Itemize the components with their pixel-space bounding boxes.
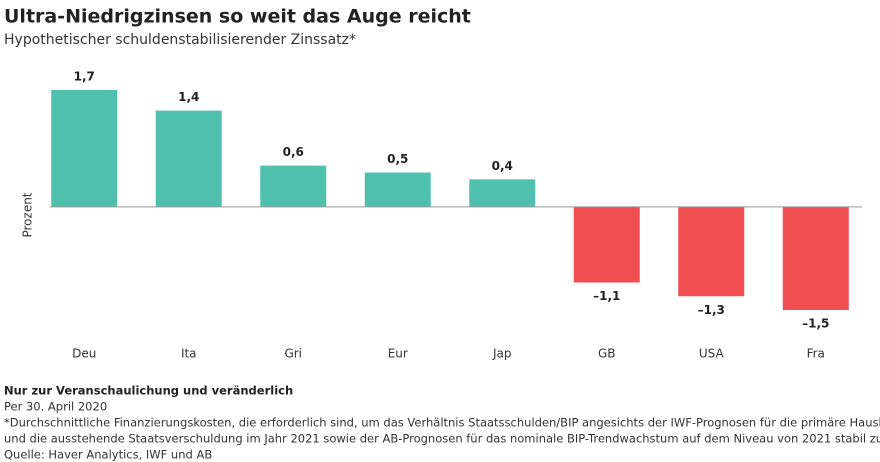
footnote: *Durchschnittliche Finanzierungskosten, …	[4, 416, 880, 430]
value-label: –1,1	[593, 289, 620, 303]
x-tick-label: Eur	[388, 347, 408, 361]
bar	[469, 179, 536, 207]
footnote: und die ausstehende Staatsverschuldung i…	[4, 432, 880, 446]
value-label: –1,3	[698, 303, 725, 317]
y-axis-label: Prozent	[21, 192, 35, 237]
value-label: –1,5	[802, 317, 829, 331]
chart-title: Ultra-Niedrigzinsen so weit das Auge rei…	[4, 6, 471, 28]
bar	[364, 172, 431, 207]
value-label: 0,6	[283, 145, 304, 159]
bar	[573, 206, 640, 283]
footnote: Quelle: Haver Analytics, IWF und AB	[4, 448, 212, 462]
x-tick-label: Deu	[72, 347, 96, 361]
footnote: Per 30. April 2020	[4, 400, 107, 414]
bar	[260, 165, 327, 207]
bar	[51, 90, 118, 207]
bar	[678, 206, 745, 297]
x-tick-label: Fra	[807, 347, 825, 361]
value-label: 0,4	[492, 159, 513, 173]
x-tick-label: Ita	[181, 347, 197, 361]
value-label: 1,4	[178, 90, 199, 104]
bar	[782, 206, 849, 310]
footnote: Nur zur Veranschaulichung und veränderli…	[4, 384, 293, 398]
x-tick-label: GB	[598, 347, 616, 361]
bar	[155, 110, 222, 207]
chart-subtitle: Hypothetischer schuldenstabilisierender …	[4, 32, 356, 48]
x-tick-label: USA	[699, 347, 725, 361]
value-label: 1,7	[74, 70, 95, 84]
x-tick-label: Jap	[492, 347, 512, 361]
value-label: 0,5	[387, 152, 408, 166]
x-tick-label: Gri	[284, 347, 302, 361]
